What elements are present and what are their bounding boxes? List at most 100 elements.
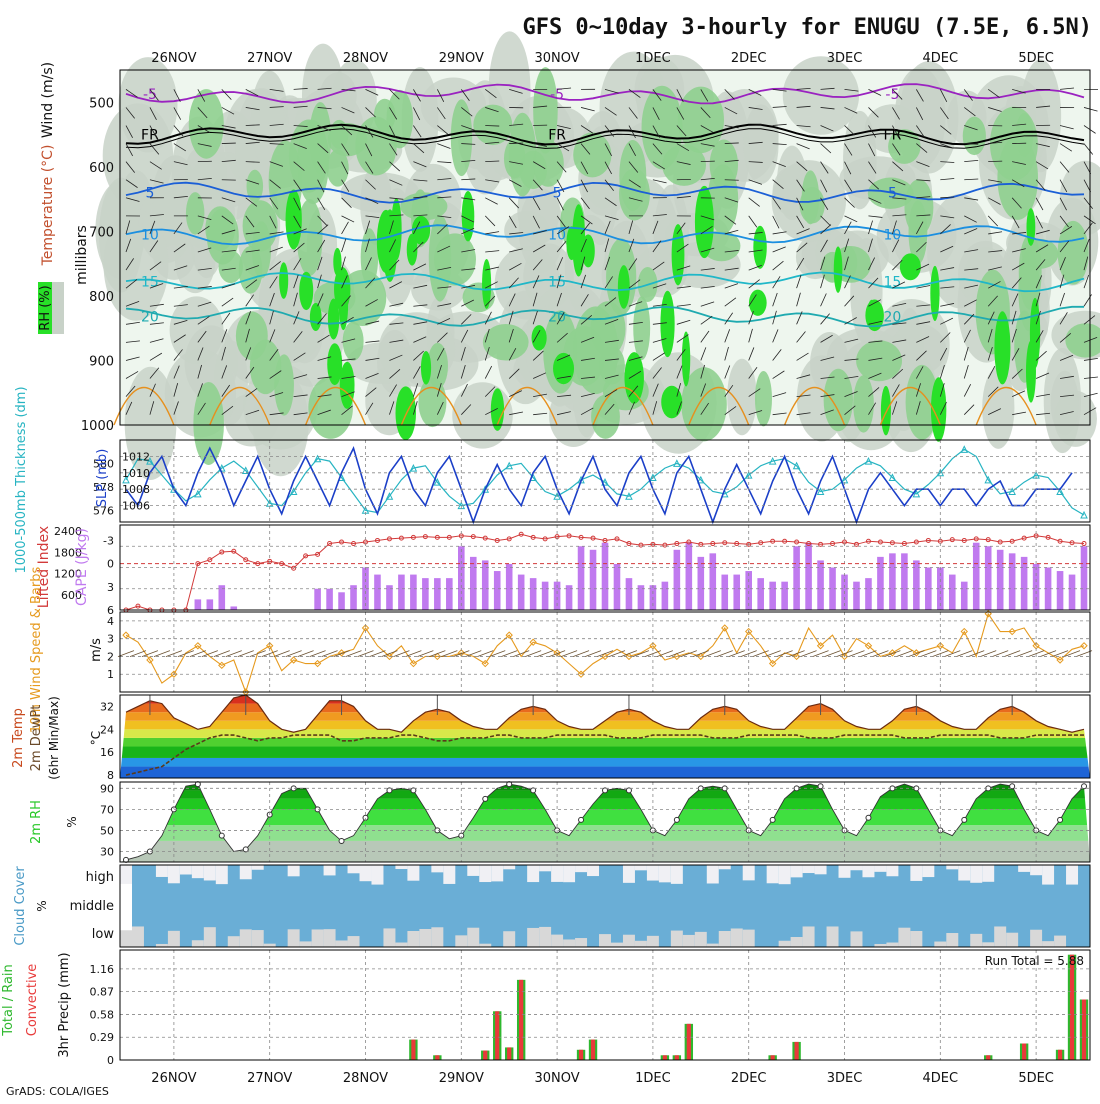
high-cloud-gap <box>575 865 587 872</box>
low-cloud-gap <box>1030 930 1042 947</box>
precip-convective-bar <box>411 1040 415 1060</box>
rh2m-axis-label: 2m RH <box>29 800 44 844</box>
temperature-band <box>120 767 1090 778</box>
cape-bar <box>530 578 537 610</box>
rh-high-area <box>853 375 874 432</box>
cloud-layer-label: middle <box>70 899 114 914</box>
cape-bar <box>973 543 980 610</box>
precip-convective-bar <box>986 1055 990 1060</box>
rh-legend-swatch-light <box>52 282 64 334</box>
cloud-layer-label: low <box>92 927 115 942</box>
low-cloud-gap <box>970 934 982 947</box>
low-cloud-gap <box>910 931 922 947</box>
low-cloud-gap <box>467 928 479 947</box>
slp-axis-label: SLP (mb) <box>95 449 110 508</box>
temperature-band <box>120 729 1090 738</box>
dewpt-axis-label: 2m DewPt <box>29 705 44 772</box>
cape-bar <box>889 553 896 610</box>
high-cloud-gap <box>1018 865 1030 872</box>
precip-tick-label: 0.87 <box>90 986 115 999</box>
low-cloud-gap <box>563 939 575 947</box>
high-cloud-gap <box>407 865 419 881</box>
precip-convective-bar <box>1082 1000 1086 1061</box>
rh-saturated-area <box>395 386 416 440</box>
low-cloud-gap <box>240 929 252 947</box>
low-cloud-gap <box>288 929 300 947</box>
wind-barb <box>725 180 739 181</box>
cape-bar <box>769 582 776 610</box>
high-cloud-gap <box>252 865 264 870</box>
low-cloud-gap <box>204 927 216 947</box>
temp-unit-label: °C <box>89 731 103 745</box>
high-cloud-gap <box>491 865 503 881</box>
wind-tick-label: 4 <box>107 615 114 628</box>
high-cloud-gap <box>240 865 252 879</box>
cape-bar <box>578 546 585 610</box>
bottom-date-label: 29NOV <box>439 1071 484 1086</box>
low-cloud-gap <box>431 927 443 947</box>
rh-high-area <box>361 228 379 286</box>
precip-tick-label: 1.16 <box>90 963 115 976</box>
low-cloud-gap <box>695 932 707 947</box>
slp-tick-label: 1008 <box>122 483 150 496</box>
rh-saturated-area <box>382 209 397 282</box>
isotherm-label: 10 <box>883 228 901 244</box>
high-cloud-gap <box>527 865 539 882</box>
low-cloud-gap <box>803 926 815 947</box>
top-date-label: 30NOV <box>535 51 580 66</box>
high-cloud-gap <box>1066 865 1078 885</box>
cape-bar <box>853 582 860 610</box>
high-cloud-gap <box>659 865 671 882</box>
isotherm-label: 15 <box>548 275 566 291</box>
rh-high-area <box>633 296 650 360</box>
top-date-label: 27NOV <box>247 51 292 66</box>
rh-saturated-area <box>624 352 643 404</box>
low-cloud-gap <box>455 935 467 947</box>
high-cloud-gap <box>839 865 851 878</box>
rh-saturated-area <box>328 299 339 340</box>
precip-convective-bar <box>579 1050 583 1060</box>
high-cloud-gap <box>886 865 898 876</box>
cloud-unit-label: % <box>35 900 49 911</box>
wind-barb <box>988 161 1002 162</box>
rh-tick-label: 90 <box>100 782 114 795</box>
cape-bar <box>446 578 453 610</box>
precip-convective-bar <box>675 1055 679 1060</box>
low-cloud-gap <box>1006 933 1018 947</box>
cape-bar <box>877 557 884 610</box>
low-cloud-gap <box>982 942 994 947</box>
low-cloud-gap <box>599 934 611 947</box>
precip-convective-bar <box>435 1055 439 1060</box>
high-cloud-gap <box>803 865 815 873</box>
high-cloud-gap <box>779 865 791 884</box>
low-cloud-gap <box>300 941 312 947</box>
run-total-label: Run Total = 5.88 <box>985 954 1084 968</box>
bottom-date-label: 4DEC <box>923 1071 959 1086</box>
high-cloud-gap <box>970 865 982 883</box>
slp-tick-label: 1010 <box>122 467 150 480</box>
wind-tick-label: 1 <box>107 668 114 681</box>
low-cloud-gap <box>228 936 240 947</box>
precip-convective-bar <box>507 1047 511 1060</box>
high-cloud-gap <box>791 865 803 877</box>
rh-saturated-area <box>695 186 714 258</box>
rh-high-area <box>483 324 529 360</box>
isotherm-label: FR <box>548 128 566 144</box>
rh-saturated-area <box>660 291 674 357</box>
low-cloud-gap <box>312 929 324 947</box>
cape-bar <box>901 553 908 610</box>
high-cloud-gap <box>467 865 479 876</box>
low-cloud-gap <box>934 942 946 947</box>
cape-bar <box>1021 557 1028 610</box>
rh-point <box>866 815 871 820</box>
high-cloud-gap <box>324 865 336 875</box>
rh-point <box>339 838 344 843</box>
low-cloud-gap <box>324 929 336 947</box>
cape-bar <box>542 582 549 610</box>
high-cloud-gap <box>922 865 934 877</box>
low-cloud-gap <box>731 928 743 947</box>
high-cloud-gap <box>958 865 970 881</box>
rh-moderate-area <box>1051 371 1079 435</box>
high-cloud-gap <box>874 865 886 872</box>
isotherm-label: 5 <box>553 186 562 202</box>
